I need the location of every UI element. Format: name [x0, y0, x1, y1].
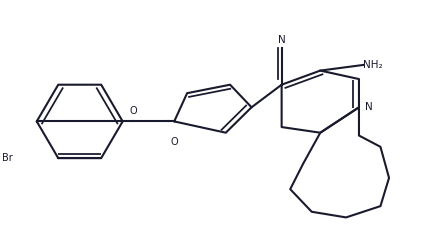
Text: N: N [365, 102, 373, 112]
Text: N: N [278, 35, 286, 45]
Text: O: O [130, 106, 137, 116]
Text: O: O [170, 137, 178, 147]
Text: Br: Br [2, 153, 13, 163]
Text: NH₂: NH₂ [363, 60, 383, 70]
